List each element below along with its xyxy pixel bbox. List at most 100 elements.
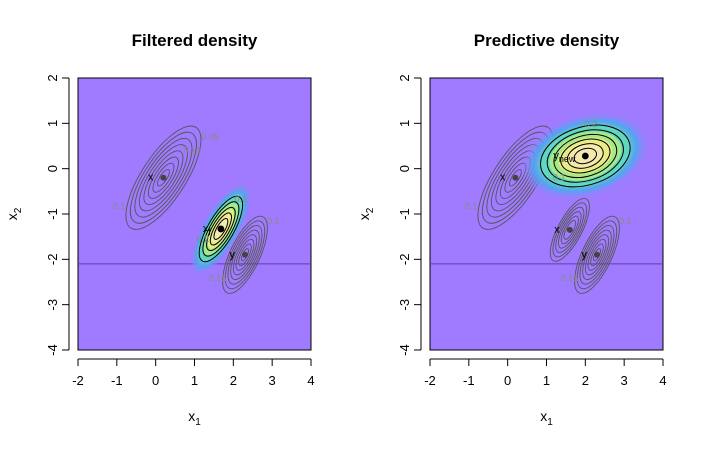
x-tick-label: 4 <box>307 373 314 388</box>
contour-level-label: 0.1 <box>235 194 248 204</box>
contour-line <box>202 201 240 257</box>
contour-level-label: 0.15 <box>209 273 227 283</box>
contour-level-label: 0.1 <box>619 216 632 226</box>
plot-background <box>77 77 312 351</box>
contour-level-label: 0.1 <box>465 202 478 212</box>
contour-line <box>213 217 229 240</box>
contour-line <box>555 206 585 253</box>
contour-group: 0.1 0.15 <box>561 215 632 294</box>
contour-level-label: 0.15 <box>561 273 579 283</box>
contour-line <box>198 195 244 263</box>
x-tick-label: 1 <box>191 373 198 388</box>
contour-level-label: 0.2 <box>585 119 598 129</box>
contour-line <box>540 124 631 188</box>
contour-level-label: 0.1 <box>267 216 280 226</box>
mean-point-label: x <box>554 224 560 236</box>
mean-point-label: y <box>229 249 235 261</box>
y-axis: -4 -3 -2 -1 0 1 2 <box>45 74 70 356</box>
contour-line <box>147 156 179 199</box>
y-tick-label: -3 <box>45 299 60 311</box>
y-tick-label: 1 <box>45 120 60 127</box>
y-tick-label: -1 <box>45 208 60 220</box>
contour-line <box>206 206 236 252</box>
contour-line <box>560 215 579 245</box>
x-tick-label: 4 <box>659 373 666 388</box>
y-tick-label: -2 <box>45 254 60 266</box>
contour-line <box>584 234 610 276</box>
y-tick-label: 0 <box>397 165 412 172</box>
contour-group: 0.05 0.1 0.15 <box>113 125 219 230</box>
mean-point-label: xf <box>203 223 212 237</box>
contour-level-label: 0.05 <box>201 132 219 142</box>
x-tick-label: 0 <box>152 373 159 388</box>
mean-point-label: x <box>500 172 506 184</box>
y-tick-label: 0 <box>45 165 60 172</box>
mean-point <box>593 251 600 258</box>
contour-line <box>125 125 202 230</box>
contour-line <box>238 243 252 267</box>
plot-layer: 0.05 0.1 0.15 x 0.1 0.15 y 0.2 0.1 xf <box>78 125 311 294</box>
x-axis: -2 -1 0 1 2 3 4 <box>72 358 315 388</box>
contour-line <box>209 212 233 246</box>
contour-line <box>143 150 184 206</box>
mean-point <box>160 174 167 181</box>
x-tick-label: -1 <box>111 373 123 388</box>
panel-filtered: Filtered density 0.05 0.1 0.15 x 0.1 0.15 y 0.2… <box>4 31 315 428</box>
contour-line <box>546 129 624 183</box>
contour-line <box>227 225 263 285</box>
contour-line <box>129 131 197 224</box>
y-axis: -4 -3 -2 -1 0 1 2 <box>397 74 422 356</box>
contour-line <box>230 229 260 280</box>
contour-line <box>560 138 611 174</box>
contour-line <box>582 229 612 280</box>
y-tick-label: -3 <box>397 299 412 311</box>
contour-line <box>576 220 618 290</box>
contour-line <box>134 137 193 218</box>
x-tick-label: -2 <box>424 373 436 388</box>
x-tick-label: 1 <box>543 373 550 388</box>
contour-line <box>232 234 258 276</box>
contour-level-label: 0.1 <box>553 173 566 183</box>
mean-point-label: y <box>581 249 587 261</box>
y-tick-label: 2 <box>45 74 60 81</box>
contour-line <box>552 202 588 258</box>
x-tick-label: 3 <box>269 373 276 388</box>
contour-line <box>156 169 170 187</box>
contour-line <box>558 211 582 249</box>
panel-title: Predictive density <box>474 31 620 50</box>
y-axis-label: x2 <box>4 207 24 220</box>
x-axis-label: x1 <box>188 408 201 428</box>
contour-group <box>549 198 590 262</box>
contour-line <box>224 220 266 290</box>
x-tick-label: 2 <box>230 373 237 388</box>
mean-point <box>241 251 248 258</box>
contour-line <box>553 133 618 179</box>
contour-level-label: 0.2 <box>197 234 210 244</box>
contour-level-label: 0.15 <box>184 146 202 156</box>
contour-line <box>574 215 620 294</box>
contour-line <box>152 162 175 193</box>
contour-line <box>563 219 577 240</box>
contour-line <box>235 238 255 271</box>
contour-line <box>222 215 268 294</box>
contour-line <box>590 243 604 267</box>
x-tick-label: -1 <box>463 373 475 388</box>
y-tick-label: -4 <box>397 344 412 356</box>
contour-line <box>587 238 607 271</box>
mean-point-label: x <box>148 172 154 184</box>
contour-line <box>573 147 598 165</box>
mean-point <box>512 174 519 181</box>
x-tick-label: 3 <box>621 373 628 388</box>
mean-point-label: ynew <box>553 150 576 164</box>
x-tick-label: 2 <box>582 373 589 388</box>
x-axis-label: x1 <box>540 408 553 428</box>
mean-point <box>217 225 225 233</box>
mean-point <box>566 226 573 233</box>
y-axis-label: x2 <box>356 207 376 220</box>
x-tick-label: -2 <box>72 373 84 388</box>
contour-level-label: 0.1 <box>113 202 126 212</box>
y-tick-label: -4 <box>45 344 60 356</box>
y-tick-label: 2 <box>397 74 412 81</box>
